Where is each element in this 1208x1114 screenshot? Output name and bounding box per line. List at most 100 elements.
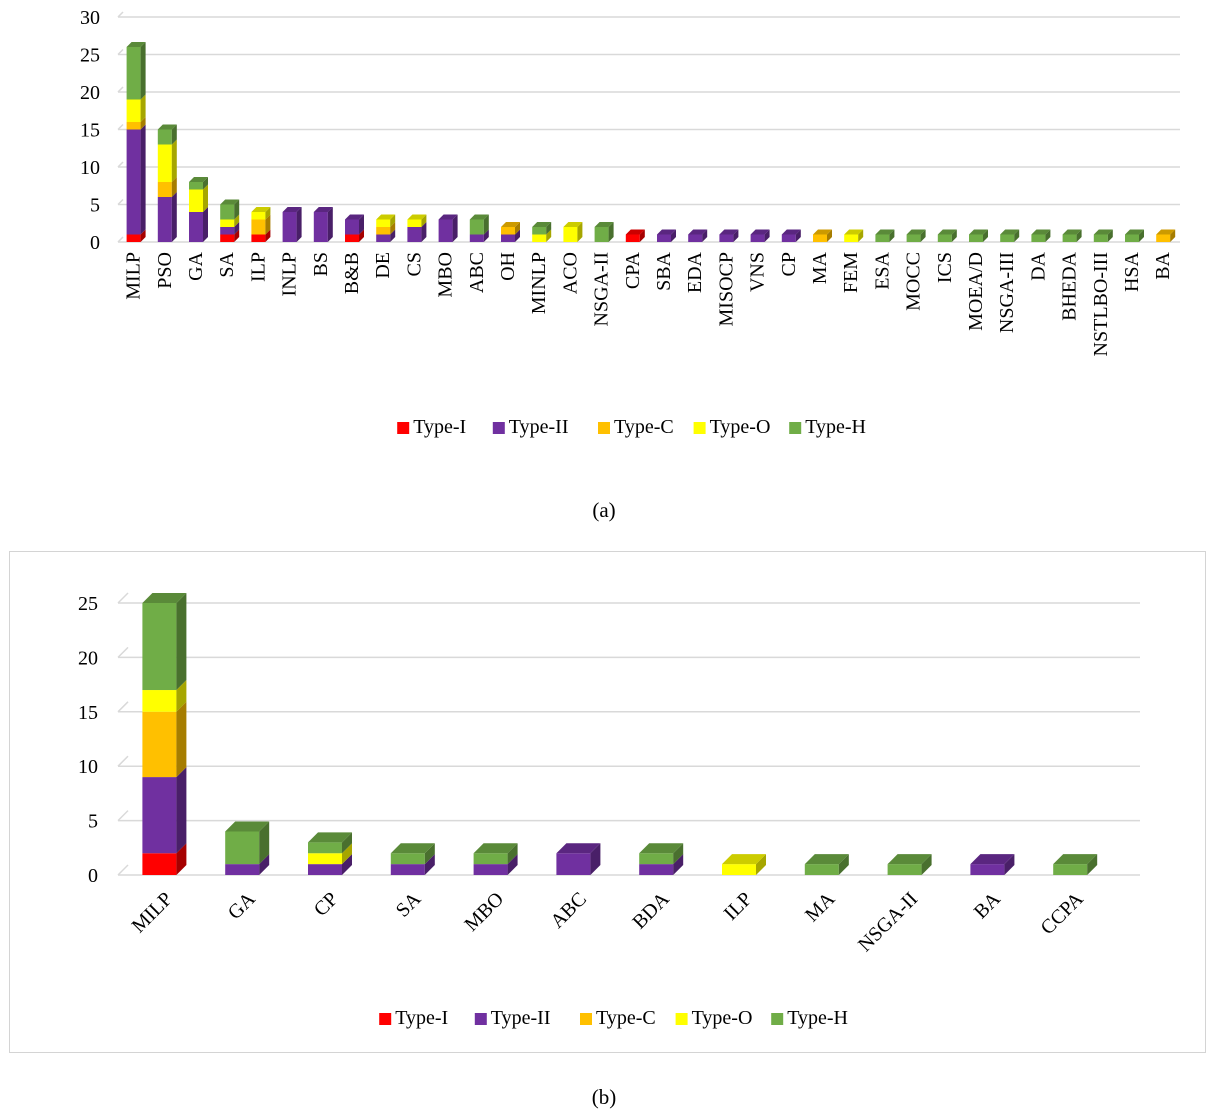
bar-segment-type-o bbox=[407, 219, 422, 227]
bar-segment-type-o bbox=[563, 227, 578, 242]
x-tick-label-a: NSGA-II bbox=[591, 252, 613, 326]
legend-swatch-type-ii bbox=[492, 422, 505, 434]
x-tick-label-a: BS bbox=[310, 252, 332, 276]
bar-segment-type-ii bbox=[719, 234, 734, 242]
bar-group-a-ilp bbox=[251, 207, 271, 242]
x-tick-label-a: SBA bbox=[653, 251, 675, 290]
bar-top-type-h bbox=[1031, 229, 1051, 235]
bar-side-type-o bbox=[176, 680, 187, 712]
legend-swatch-type-o bbox=[675, 1013, 688, 1025]
bar-segment-type-ii bbox=[473, 864, 508, 875]
bar-side-type-ii bbox=[452, 214, 458, 242]
bar-group-a-mocc bbox=[906, 229, 926, 242]
bar-group-b-sa bbox=[390, 843, 435, 875]
y-tick-label-b: 15 bbox=[78, 702, 98, 724]
gridline-bevel-b-20 bbox=[117, 646, 129, 658]
bar-side-type-o bbox=[234, 214, 240, 227]
bar-side-type-h bbox=[983, 229, 988, 242]
bar-group-b-ilp bbox=[722, 854, 766, 875]
bar-segment-type-h bbox=[1062, 234, 1077, 242]
bar-segment-type-o bbox=[126, 99, 141, 122]
bar-group-b-cp bbox=[308, 832, 352, 875]
chart-b: 0 5 10 15 20 25 MILP GA CP SA MBO ABC BDA ILP MA NSGA-I… bbox=[78, 592, 1140, 1029]
bar-group-b-nsga-ii bbox=[887, 854, 932, 875]
bar-side-type-c bbox=[171, 177, 177, 197]
bar-group-b-abc bbox=[556, 843, 601, 875]
gridline-bevel-a-10 bbox=[117, 161, 124, 168]
bar-segment-type-h bbox=[157, 129, 172, 145]
bar-side-type-ii bbox=[342, 854, 352, 875]
bar-side-type-o bbox=[171, 139, 177, 182]
bar-side-type-o bbox=[756, 854, 766, 875]
bar-group-a-bs bbox=[313, 207, 333, 242]
bar-side-type-o bbox=[546, 229, 552, 242]
legend-label-type-o: Type-O bbox=[710, 416, 771, 438]
x-tick-label-b: CP bbox=[310, 888, 343, 921]
bar-top-type-h bbox=[157, 124, 177, 130]
x-tick-label-b: BA bbox=[970, 888, 1006, 924]
x-tick-label-a: ICS bbox=[934, 252, 956, 283]
legend-swatch-type-h bbox=[789, 422, 802, 434]
bar-side-type-ii bbox=[421, 222, 427, 242]
bar-side-type-o bbox=[140, 94, 146, 122]
bar-side-type-o bbox=[342, 843, 352, 865]
bar-side-type-h bbox=[838, 854, 849, 875]
bar-segment-type-ii bbox=[376, 234, 391, 242]
bar-segment-type-ii bbox=[970, 864, 1005, 875]
bar-segment-type-ii bbox=[781, 234, 796, 242]
x-tick-label-a: MINLP bbox=[528, 252, 550, 314]
y-tick-label-a: 0 bbox=[90, 232, 100, 254]
bar-segment-type-h bbox=[804, 864, 839, 875]
x-tick-label-b: BDA bbox=[628, 888, 674, 934]
bar-group-a-sba bbox=[657, 229, 676, 242]
x-tick-label-a: OH bbox=[497, 252, 519, 281]
legend-label-type-c: Type-C bbox=[614, 416, 674, 438]
bar-side-type-ii bbox=[140, 124, 146, 235]
bar-top-type-h bbox=[142, 593, 187, 603]
bar-top-type-ii bbox=[345, 214, 364, 220]
x-tick-label-a: BHEDA bbox=[1059, 251, 1081, 320]
y-tick-label-b: 10 bbox=[78, 756, 98, 778]
bar-side-type-c bbox=[176, 701, 187, 778]
bar-segment-type-ii bbox=[390, 864, 425, 875]
bar-side-type-c bbox=[1170, 229, 1176, 242]
bar-group-b-ma bbox=[804, 854, 849, 875]
legend-label-type-ii: Type-II bbox=[491, 1007, 551, 1029]
bar-group-a-da bbox=[1031, 229, 1051, 242]
bar-group-a-bheda bbox=[1062, 229, 1082, 242]
bar-group-b-ccpa bbox=[1053, 854, 1098, 875]
bar-segment-type-h bbox=[906, 234, 921, 242]
gridline-bevel-a-15 bbox=[117, 123, 124, 131]
bar-top-type-o bbox=[722, 854, 766, 865]
bar-segment-type-h bbox=[225, 831, 260, 865]
bar-top-type-c bbox=[813, 229, 832, 235]
bar-top-type-h bbox=[804, 854, 849, 865]
bar-group-a-oh bbox=[501, 222, 520, 242]
y-tick-label-a: 5 bbox=[90, 195, 100, 217]
bar-segment-type-h bbox=[1093, 234, 1108, 242]
bar-group-a-moea-d bbox=[969, 229, 988, 242]
bar-side-type-ii bbox=[590, 843, 601, 875]
legend-swatch-type-i bbox=[379, 1013, 392, 1025]
bar-top-type-h bbox=[969, 229, 988, 235]
bar-segment-type-ii bbox=[501, 234, 515, 242]
bar-side-type-i bbox=[234, 229, 240, 242]
legend-swatch-type-i bbox=[397, 422, 410, 434]
legend-swatch-type-c bbox=[598, 422, 610, 434]
bar-segment-type-h bbox=[473, 853, 508, 865]
gridline-bevel-a-5 bbox=[117, 198, 124, 206]
legend-label-type-h: Type-H bbox=[805, 416, 866, 438]
bar-top-type-ii bbox=[657, 229, 676, 235]
gridline-bevel-b-0 bbox=[117, 864, 129, 876]
bar-group-a-ics bbox=[937, 229, 957, 242]
bar-segment-type-o bbox=[157, 144, 172, 182]
bar-segment-type-c bbox=[813, 234, 827, 242]
x-tick-label-b: MBO bbox=[460, 888, 508, 936]
bar-segment-type-ii bbox=[282, 212, 297, 242]
bar-side-type-ii bbox=[1004, 854, 1015, 875]
y-tick-label-a: 25 bbox=[80, 45, 100, 67]
bar-segment-type-h bbox=[126, 47, 141, 100]
bar-segment-type-c bbox=[126, 122, 141, 130]
legend-label-type-i: Type-I bbox=[413, 416, 466, 438]
